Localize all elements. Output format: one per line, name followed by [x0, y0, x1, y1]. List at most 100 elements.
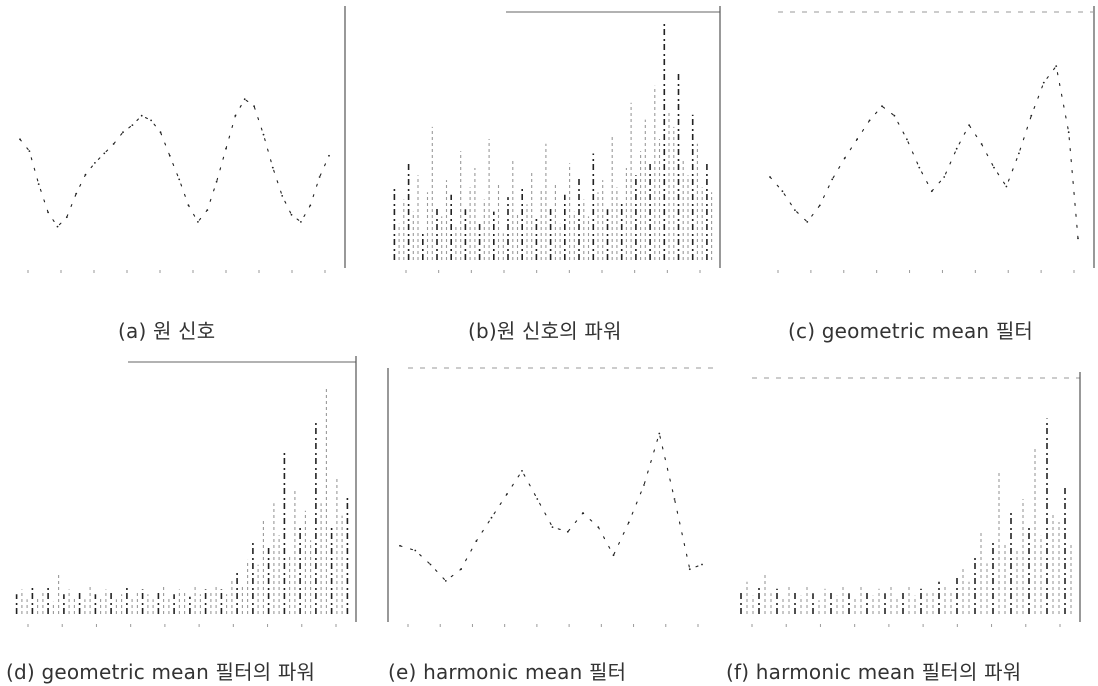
point-a-6: [75, 192, 78, 195]
point-c-18: [993, 166, 995, 169]
series-line-c: [769, 64, 1079, 239]
point-c-25: [1077, 237, 1079, 240]
point-e-10: [551, 526, 554, 528]
point-a-10: [112, 143, 115, 145]
point-c-19: [1005, 185, 1008, 188]
point-a-20: [206, 209, 209, 212]
point-e-20: [701, 563, 703, 566]
point-e-15: [627, 521, 630, 524]
panel-e-harmonic-mean: [380, 350, 722, 635]
point-c-9: [881, 105, 883, 108]
point-c-8: [868, 119, 871, 122]
point-e-0: [399, 544, 401, 547]
point-c-11: [906, 138, 908, 141]
point-c-0: [769, 176, 771, 178]
point-e-8: [521, 470, 523, 472]
point-e-18: [673, 498, 676, 500]
point-a-30: [300, 221, 302, 223]
point-a-26: [262, 133, 265, 136]
chart-b: [393, 6, 721, 273]
caption-c: (c) geometric mean 필터: [788, 319, 1034, 343]
point-a-19: [197, 221, 199, 223]
point-c-13: [930, 190, 933, 193]
point-c-5: [831, 178, 834, 181]
point-a-23: [234, 114, 237, 117]
point-e-13: [597, 526, 600, 528]
point-e-4: [460, 568, 462, 571]
point-a-33: [328, 154, 330, 157]
point-e-9: [536, 498, 539, 500]
point-a-14: [150, 119, 153, 122]
point-a-1: [28, 150, 31, 153]
point-a-11: [122, 131, 124, 134]
point-a-27: [271, 166, 274, 169]
point-a-28: [281, 195, 284, 197]
panel-b-signal-power: [362, 0, 722, 280]
series-line-e: [399, 431, 703, 582]
point-a-4: [56, 225, 59, 228]
point-c-15: [955, 147, 958, 150]
point-e-5: [475, 540, 478, 542]
point-e-1: [414, 549, 417, 552]
point-a-16: [168, 154, 171, 157]
point-e-11: [566, 530, 569, 533]
point-a-18: [187, 204, 190, 207]
point-c-1: [781, 190, 784, 193]
point-e-7: [505, 493, 508, 496]
point-a-12: [131, 124, 134, 126]
point-a-24: [243, 98, 246, 101]
point-e-2: [429, 563, 432, 566]
point-a-22: [225, 147, 227, 150]
point-c-17: [980, 143, 983, 145]
chart-f: [740, 372, 1081, 627]
point-a-17: [178, 178, 181, 181]
point-e-16: [643, 484, 645, 486]
point-a-13: [140, 114, 143, 117]
point-c-2: [794, 209, 796, 212]
point-e-17: [658, 432, 661, 435]
point-a-3: [47, 211, 49, 214]
point-e-14: [612, 554, 615, 557]
caption-f: (f) harmonic mean 필터의 파워: [726, 660, 1022, 684]
point-a-15: [159, 131, 162, 134]
caption-e: (e) harmonic mean 필터: [388, 660, 627, 684]
point-c-22: [1042, 81, 1045, 84]
point-a-31: [309, 204, 312, 207]
point-c-10: [893, 114, 896, 117]
point-a-21: [215, 180, 218, 183]
point-e-19: [688, 568, 691, 571]
point-e-6: [490, 516, 493, 519]
caption-a: (a) 원 신호: [118, 319, 216, 343]
point-c-21: [1030, 114, 1033, 117]
point-e-12: [582, 512, 584, 514]
point-a-29: [290, 213, 293, 216]
panel-f-harmonic-mean-power: [718, 350, 1098, 635]
point-c-7: [856, 138, 858, 141]
point-c-12: [918, 166, 921, 169]
series-line-a: [19, 98, 330, 228]
point-a-7: [84, 173, 87, 176]
point-c-3: [806, 221, 809, 223]
point-c-14: [943, 176, 946, 178]
point-a-0: [19, 138, 21, 141]
chart-c: [769, 6, 1095, 273]
caption-d: (d) geometric mean 필터의 파워: [6, 660, 316, 684]
point-c-20: [1018, 152, 1020, 155]
panel-c-geometric-mean: [748, 0, 1098, 280]
point-c-4: [818, 204, 821, 207]
point-c-23: [1055, 65, 1058, 67]
point-a-2: [37, 183, 40, 186]
point-c-6: [843, 157, 846, 160]
point-c-24: [1067, 131, 1070, 134]
point-a-25: [253, 105, 256, 108]
point-a-32: [318, 176, 321, 178]
panel-d-geometric-mean-power: [0, 350, 360, 635]
point-c-16: [968, 124, 970, 126]
point-a-9: [103, 152, 106, 155]
chart-a: [19, 6, 346, 273]
panel-a-original-signal: [0, 0, 352, 280]
point-a-8: [94, 162, 96, 164]
chart-e: [387, 367, 718, 627]
chart-d: [15, 356, 357, 627]
point-e-3: [444, 580, 447, 582]
